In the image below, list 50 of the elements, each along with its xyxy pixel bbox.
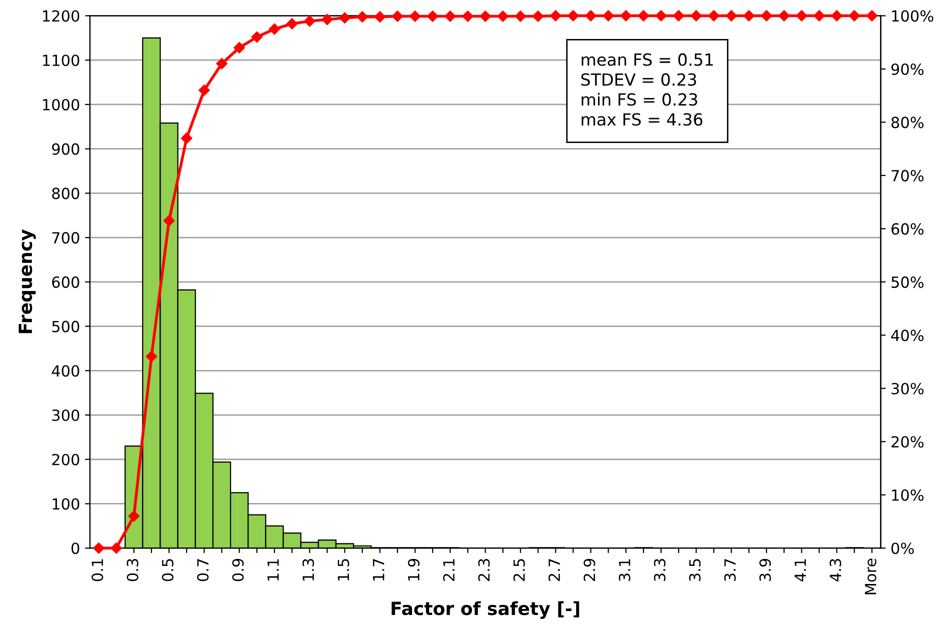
y-tick-label: 200 — [52, 454, 80, 466]
x-tick-label: 1.9 — [408, 558, 420, 580]
x-tick-label: 2.7 — [548, 559, 560, 581]
y-tick-label: 1100 — [43, 54, 80, 66]
y-axis-title: Frequency — [18, 229, 36, 334]
x-tick-label: 0.7 — [197, 559, 209, 582]
y2-tick-label: 100% — [892, 10, 934, 22]
annotation: mean FS = 0.51 STDEV = 0.23 min FS = 0.23 max FS = 4.36 — [581, 53, 713, 126]
y2-tick-label: 60% — [892, 223, 924, 235]
x-axis-title: Factor of safety [-] — [392, 601, 580, 619]
y-tick-label: 900 — [52, 143, 80, 155]
x-tick-label: 4.3 — [830, 559, 842, 582]
y2-tick-label: 0% — [891, 542, 914, 554]
x-tick-label: 4.1 — [794, 559, 806, 582]
y-tick-label: 700 — [52, 232, 80, 244]
x-tick-label: 0.5 — [162, 559, 174, 582]
x-tick-label: 3.3 — [654, 559, 666, 581]
x-tick-label: 1.7 — [372, 559, 384, 580]
x-tick-label: 3.9 — [759, 558, 771, 581]
x-tick-label: 2.5 — [513, 559, 525, 581]
y-tick-label: 400 — [52, 365, 80, 377]
x-tick-label: 3.7 — [724, 559, 736, 581]
x-tick-label: 2.1 — [443, 559, 454, 581]
x-tick-label: 3.5 — [689, 559, 701, 581]
x-tick-label: 1.3 — [302, 559, 314, 580]
x-tick-label: 2.3 — [478, 559, 490, 581]
y-tick-label: 100 — [52, 498, 80, 510]
x-tick-label: 0.9 — [232, 558, 244, 582]
x-tick-label: More — [865, 558, 876, 594]
x-tick-label: 1.1 — [268, 559, 279, 580]
y2-tick-label: 90% — [891, 63, 924, 76]
y-tick-label: 800 — [52, 188, 80, 200]
x-tick-label: 0.3 — [126, 559, 138, 582]
y2-tick-label: 30% — [892, 382, 924, 394]
y-tick-label: 1000 — [43, 98, 80, 110]
y2-tick-label: 50% — [892, 276, 924, 288]
y-tick-label: 600 — [52, 276, 80, 288]
y-tick-label: 1200 — [43, 10, 80, 22]
y-tick-label: 500 — [52, 320, 80, 332]
x-tick-label: 3.1 — [618, 559, 630, 581]
x-tick-label: 2.9 — [584, 558, 596, 581]
y2-tick-label: 70% — [892, 170, 924, 182]
x-tick-label: 0.1 — [92, 559, 104, 582]
y2-tick-label: 10% — [892, 489, 924, 501]
x-tick-label: 1.5 — [338, 559, 350, 580]
y2-tick-label: 40% — [891, 330, 924, 342]
y2-tick-label: 80% — [891, 116, 924, 128]
y-tick-label: 300 — [52, 409, 80, 422]
y-tick-label: 0 — [72, 542, 80, 554]
y2-tick-label: 20% — [892, 436, 924, 448]
